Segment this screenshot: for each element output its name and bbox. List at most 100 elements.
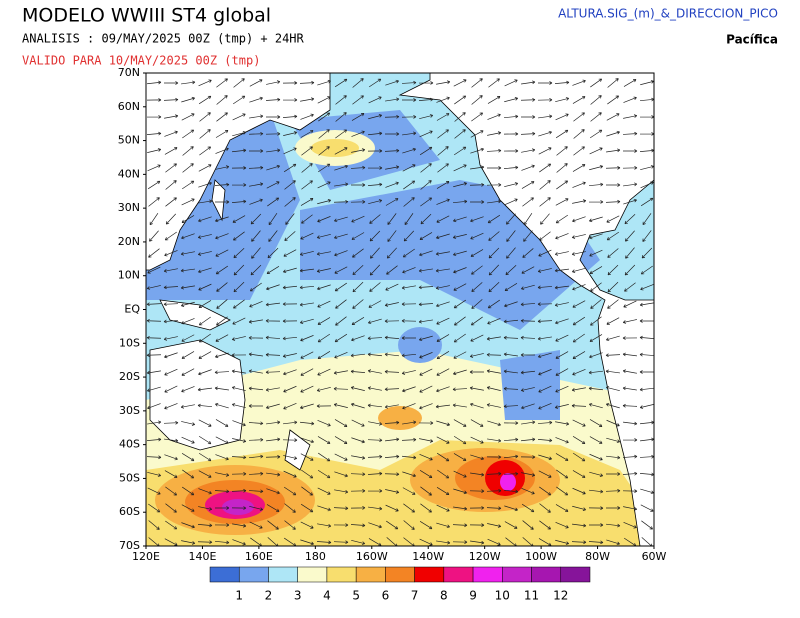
wave-arrow xyxy=(284,197,296,207)
wave-arrow xyxy=(249,505,264,511)
wave-arrow xyxy=(146,98,162,102)
wave-arrow xyxy=(214,370,230,375)
wave-arrow xyxy=(214,506,230,510)
wave-arrow xyxy=(369,282,381,292)
wave-arrow xyxy=(282,353,297,358)
wave-arrow xyxy=(370,247,380,259)
wave-arrow xyxy=(334,419,348,427)
wave-arrow xyxy=(352,299,364,309)
wave-arrow xyxy=(368,506,383,511)
wave-arrow xyxy=(403,520,415,530)
wave-arrow xyxy=(453,488,467,495)
wave-arrow xyxy=(505,264,517,276)
wave-arrow xyxy=(554,404,569,409)
wave-arrow xyxy=(386,537,398,546)
wave-arrow xyxy=(317,96,331,104)
wave-arrow xyxy=(266,437,281,442)
wave-arrow xyxy=(436,317,450,325)
wave-arrow xyxy=(199,129,211,139)
wave-arrow xyxy=(436,522,450,529)
wave-arrow xyxy=(454,112,466,122)
wave-arrow xyxy=(622,471,638,476)
wave-arrow xyxy=(198,95,212,105)
wave-arrow xyxy=(471,265,483,275)
colorbar-label: 5 xyxy=(352,589,360,603)
wave-arrow xyxy=(402,420,417,425)
wave-arrow xyxy=(214,200,230,204)
wave-arrow xyxy=(453,182,468,188)
wave-arrow xyxy=(334,453,348,461)
wave-arrow xyxy=(316,268,331,273)
wave-arrow xyxy=(214,386,229,391)
wave-arrow xyxy=(539,163,552,173)
wave-arrow xyxy=(163,336,178,341)
wave-arrow xyxy=(554,268,569,273)
wave-arrow xyxy=(317,419,331,427)
wave-arrow xyxy=(181,318,195,325)
wave-arrow xyxy=(435,285,450,290)
wave-arrow xyxy=(198,506,213,511)
wave-arrow xyxy=(607,264,619,276)
wave-arrow xyxy=(470,249,484,257)
wave-arrow xyxy=(181,504,195,512)
wave-arrow xyxy=(351,215,365,223)
wave-arrow xyxy=(419,453,433,461)
colorbar-label: 9 xyxy=(469,589,477,603)
wave-arrow xyxy=(282,336,298,341)
wave-arrow xyxy=(300,368,314,376)
wave-arrow xyxy=(590,78,603,88)
wave-arrow xyxy=(300,453,314,461)
wave-arrow xyxy=(506,230,516,242)
wave-arrow xyxy=(590,282,602,292)
wave-arrow xyxy=(419,520,433,530)
wave-arrow xyxy=(639,370,654,374)
wave-arrow xyxy=(555,521,569,529)
wave-arrow xyxy=(471,78,483,88)
wave-arrow xyxy=(233,78,245,88)
wave-arrow xyxy=(537,319,553,324)
wave-arrow xyxy=(367,352,382,357)
wave-arrow xyxy=(197,251,212,256)
wave-arrow xyxy=(436,334,450,342)
wave-arrow xyxy=(486,336,501,341)
wave-arrow xyxy=(283,455,298,460)
wave-arrow xyxy=(146,131,162,136)
wave-arrow xyxy=(164,114,179,119)
wave-arrow xyxy=(164,130,178,137)
wave-arrow xyxy=(249,301,263,308)
wave-arrow xyxy=(588,540,604,545)
lon-label: 60W xyxy=(642,550,667,563)
wave-arrow xyxy=(623,506,638,511)
wave-arrow xyxy=(622,438,638,442)
lon-label: 120W xyxy=(469,550,501,563)
colorbar-label: 4 xyxy=(323,589,331,603)
wave-arrow xyxy=(265,335,281,340)
wave-arrow xyxy=(539,231,551,241)
wave-arrow xyxy=(232,317,246,325)
wave-arrow xyxy=(623,182,638,187)
wave-arrow xyxy=(267,520,279,530)
wave-arrow xyxy=(233,281,245,293)
wave-arrow xyxy=(419,250,433,257)
lat-label: 60S xyxy=(119,505,140,518)
wave-arrow xyxy=(571,387,586,392)
wave-arrow xyxy=(367,454,383,459)
wave-arrow xyxy=(384,369,400,374)
wave-arrow xyxy=(470,402,484,409)
wave-arrow xyxy=(317,79,331,86)
wave-arrow xyxy=(606,317,620,325)
wave-arrow xyxy=(572,199,587,204)
wave-arrow xyxy=(571,540,587,545)
wave-arrow xyxy=(385,437,400,442)
wave-arrow xyxy=(625,247,635,259)
wave-arrow xyxy=(350,386,365,391)
wave-arrow xyxy=(181,334,195,342)
colorbar-box xyxy=(209,566,240,583)
wave-arrow xyxy=(402,403,416,410)
wave-arrow xyxy=(333,523,349,527)
wave-arrow xyxy=(164,438,179,443)
wave-arrow xyxy=(335,316,347,326)
wave-arrow xyxy=(521,148,536,153)
wave-arrow xyxy=(469,489,485,493)
wave-arrow xyxy=(248,149,264,153)
